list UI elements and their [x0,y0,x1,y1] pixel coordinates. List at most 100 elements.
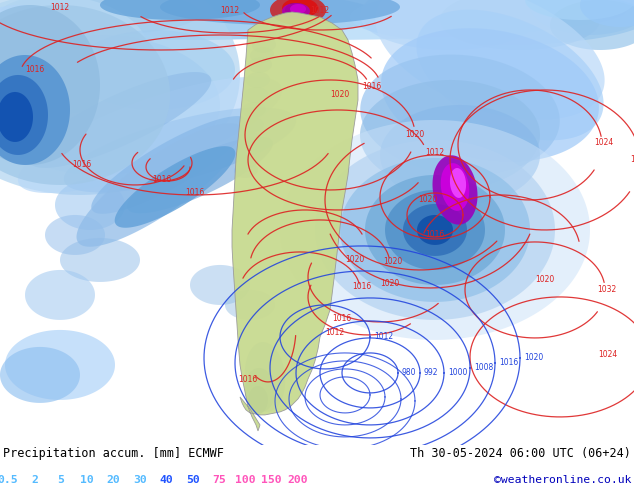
Text: 20: 20 [107,475,120,485]
Polygon shape [350,0,634,45]
Text: 1012: 1012 [374,332,393,342]
Text: 1024: 1024 [595,139,614,147]
Polygon shape [29,72,211,168]
Polygon shape [160,0,400,25]
Text: 100: 100 [235,475,256,485]
Polygon shape [242,102,266,118]
Text: 1020: 1020 [535,275,555,285]
Polygon shape [0,0,200,35]
Text: 1020: 1020 [524,353,543,363]
Polygon shape [380,105,540,205]
Text: 980: 980 [402,368,417,377]
Text: 75: 75 [212,475,226,485]
Polygon shape [0,0,240,195]
Polygon shape [60,238,140,282]
Text: 50: 50 [186,475,200,485]
Text: 1016: 1016 [238,375,257,385]
Polygon shape [18,77,282,193]
Polygon shape [282,0,318,18]
Polygon shape [365,175,505,285]
Text: 1016: 1016 [185,189,205,197]
Polygon shape [340,158,530,302]
Polygon shape [0,55,70,165]
Polygon shape [248,386,268,414]
Polygon shape [225,290,275,320]
Polygon shape [0,0,150,115]
Text: 10: 10 [81,475,94,485]
Polygon shape [0,5,100,165]
Polygon shape [0,75,48,155]
Polygon shape [270,0,326,25]
Polygon shape [280,120,590,340]
Text: 1016: 1016 [363,82,382,92]
Polygon shape [232,12,358,431]
Text: 1016: 1016 [425,230,444,240]
Polygon shape [20,0,380,40]
Polygon shape [0,347,80,403]
Polygon shape [100,0,260,20]
Text: 1012: 1012 [311,6,330,16]
Polygon shape [236,147,260,163]
Text: 1016: 1016 [152,175,172,184]
Text: 2: 2 [31,475,38,485]
Polygon shape [115,146,235,228]
Text: 1008: 1008 [474,364,493,372]
Text: 1028: 1028 [630,155,634,165]
Text: 992: 992 [424,368,439,377]
Polygon shape [248,57,272,73]
Polygon shape [5,330,115,400]
Text: 1020: 1020 [384,257,403,267]
Polygon shape [290,4,306,14]
Text: 200: 200 [288,475,308,485]
Text: 1012: 1012 [425,148,444,157]
Polygon shape [45,215,105,255]
Polygon shape [245,342,285,412]
Polygon shape [282,3,310,19]
Text: 1020: 1020 [405,130,425,140]
Text: 30: 30 [133,475,146,485]
Polygon shape [234,162,258,178]
Polygon shape [432,155,477,224]
Polygon shape [25,270,95,320]
Text: Th 30-05-2024 06:00 UTC (06+24): Th 30-05-2024 06:00 UTC (06+24) [410,447,631,460]
Polygon shape [127,137,273,213]
Polygon shape [360,0,540,50]
Polygon shape [385,190,485,270]
Polygon shape [91,116,249,214]
Text: 150: 150 [261,475,282,485]
Text: 1020: 1020 [346,255,365,265]
Text: 1020: 1020 [418,196,437,204]
Polygon shape [441,163,469,211]
Polygon shape [381,28,599,162]
Polygon shape [250,47,274,63]
Polygon shape [245,368,275,412]
Text: 1016: 1016 [72,160,92,170]
Polygon shape [77,123,243,247]
Polygon shape [440,0,600,50]
Text: 0.5: 0.5 [0,475,18,485]
Polygon shape [190,265,250,305]
Text: 1020: 1020 [380,279,399,289]
Polygon shape [240,117,264,133]
Text: Precipitation accum. [mm] ECMWF: Precipitation accum. [mm] ECMWF [3,447,224,460]
Text: 1016: 1016 [499,358,518,368]
Polygon shape [55,180,125,230]
Text: 1012: 1012 [221,6,240,16]
Text: 1024: 1024 [598,350,618,360]
Polygon shape [75,30,235,110]
Polygon shape [7,0,627,40]
Text: 1016: 1016 [353,282,372,292]
Text: 1012: 1012 [325,328,344,338]
Polygon shape [0,5,80,85]
Polygon shape [375,0,605,120]
Polygon shape [417,10,604,140]
Polygon shape [64,107,296,193]
Text: 1020: 1020 [330,91,349,99]
Polygon shape [0,92,33,142]
Polygon shape [0,35,220,175]
Text: 1012: 1012 [51,3,70,13]
Polygon shape [360,54,560,175]
Text: 5: 5 [57,475,64,485]
Text: 1016: 1016 [332,315,352,323]
Polygon shape [0,5,170,185]
